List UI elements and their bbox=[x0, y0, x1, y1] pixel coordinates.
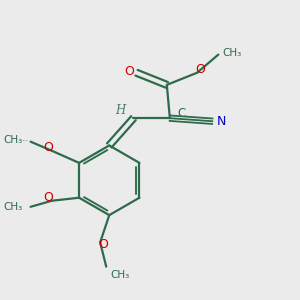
Text: O: O bbox=[98, 238, 108, 251]
Text: C: C bbox=[178, 107, 186, 120]
Text: O: O bbox=[195, 63, 205, 76]
Text: H: H bbox=[115, 104, 125, 117]
Text: methoxy: methoxy bbox=[23, 140, 29, 141]
Text: CH₃: CH₃ bbox=[111, 270, 130, 280]
Text: CH₃: CH₃ bbox=[4, 135, 23, 145]
Text: O: O bbox=[124, 65, 134, 78]
Text: CH₃: CH₃ bbox=[4, 202, 23, 212]
Text: CH₃: CH₃ bbox=[223, 48, 242, 58]
Text: O: O bbox=[43, 191, 53, 204]
Text: O: O bbox=[43, 141, 53, 154]
Text: N: N bbox=[217, 115, 226, 128]
